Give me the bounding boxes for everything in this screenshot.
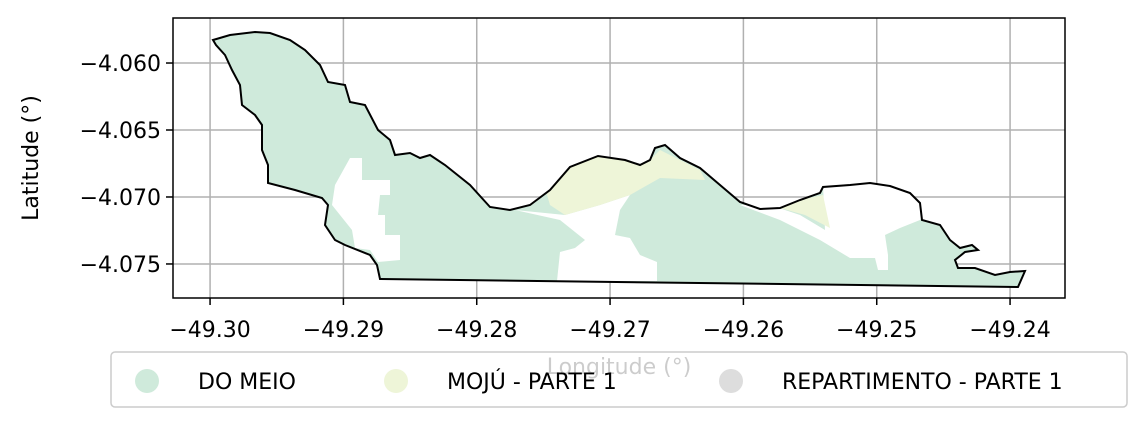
x-tick-label: −49.24 bbox=[969, 318, 1050, 343]
x-tick-label: −49.28 bbox=[436, 318, 517, 343]
outline bbox=[211, 30, 1027, 289]
x-tick-label: −49.29 bbox=[303, 318, 384, 343]
legend-marker bbox=[384, 369, 408, 393]
legend-items: DO MEIO MOJÚ - PARTE 1 REPARTIMENTO - PART… bbox=[135, 369, 1063, 395]
y-tick-label: −4.060 bbox=[80, 52, 161, 77]
legend-marker bbox=[719, 369, 743, 393]
region-gap bbox=[740, 180, 930, 270]
y-tick-label: −4.070 bbox=[80, 186, 161, 211]
x-tick-label: −49.25 bbox=[836, 318, 917, 343]
region-moju bbox=[545, 150, 705, 215]
region-gap bbox=[515, 195, 657, 281]
x-tick-label: −49.26 bbox=[703, 318, 784, 343]
legend bbox=[110, 351, 1128, 408]
y-axis-label: Latitude (°) bbox=[19, 95, 44, 221]
regions bbox=[213, 32, 1025, 287]
plot-frame bbox=[172, 17, 1066, 299]
legend-label: MOJÚ - PARTE 1 bbox=[447, 369, 617, 395]
y-tick-label: −4.065 bbox=[80, 119, 161, 144]
x-tick-label: −49.30 bbox=[169, 318, 250, 343]
legend-label: REPARTIMENTO - PARTE 1 bbox=[782, 370, 1063, 395]
region-gap bbox=[332, 158, 400, 262]
x-tick-label: −49.27 bbox=[569, 318, 650, 343]
legend-label: DO MEIO bbox=[198, 370, 296, 395]
legend-marker bbox=[135, 369, 159, 393]
y-tick-label: −4.075 bbox=[80, 253, 161, 278]
